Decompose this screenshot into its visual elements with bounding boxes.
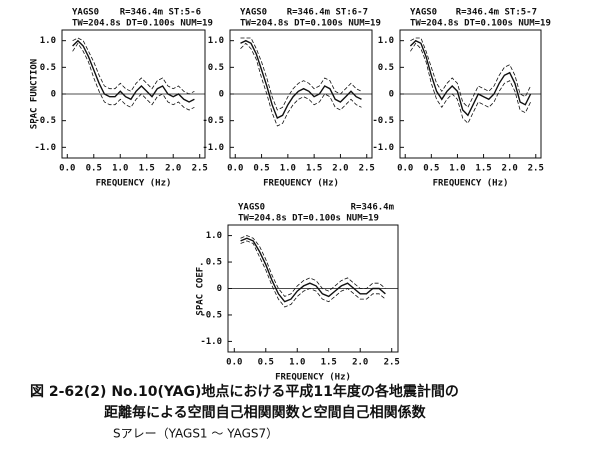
chart-subtitle: R=346.4m ST:6-7 — [287, 8, 368, 18]
x-tick-label: 2.0 — [165, 164, 181, 174]
x-tick-label: 2.0 — [502, 164, 518, 174]
x-tick-label: 1.0 — [280, 164, 296, 174]
y-tick-label: 0.5 — [208, 63, 224, 73]
y-tick-label: 1.0 — [208, 36, 224, 46]
chart-annotation: TW=204.8s DT=0.100s NUM=19 — [240, 19, 381, 29]
x-tick-label: 1.5 — [139, 164, 155, 174]
chart-annotation: TW=204.8s DT=0.100s NUM=19 — [72, 19, 213, 29]
y-tick-label: 0.5 — [378, 63, 394, 73]
y-tick-label: 0.5 — [40, 63, 56, 73]
y-tick-label: 0 — [51, 90, 56, 100]
y-tick-label: 0 — [219, 90, 224, 100]
chart-title: YAGS0 — [240, 8, 267, 18]
x-tick-label: 1.0 — [449, 164, 465, 174]
x-tick-label: 0.0 — [226, 358, 242, 368]
y-tick-label: -0.5 — [34, 116, 56, 126]
y-tick-label: 0.5 — [206, 258, 222, 268]
chart-subtitle: R=346.4m ST:5-6 — [120, 8, 201, 18]
spac-line — [72, 39, 195, 103]
x-tick-label: 0.5 — [253, 164, 269, 174]
x-tick-label: 1.5 — [321, 358, 337, 368]
y-tick-label: 0 — [389, 90, 394, 100]
x-tick-label: 1.5 — [306, 164, 322, 174]
y-tick-label: -1.0 — [202, 143, 224, 153]
chart-title: YAGS0 — [72, 8, 99, 18]
y-tick-label: -1.0 — [372, 143, 394, 153]
x-tick-label: 2.5 — [192, 164, 208, 174]
caption-line: 距離毎による空間自己相関関数と空間自己相関係数 — [104, 404, 427, 421]
x-tick-label: 1.0 — [112, 164, 128, 174]
chart-title: YAGS0 — [238, 203, 265, 213]
chart-annotation: TW=204.8s DT=0.100s NUM=19 — [238, 214, 379, 224]
x-tick-label: 2.0 — [332, 164, 348, 174]
y-tick-label: 0 — [217, 284, 222, 294]
spac-line — [409, 39, 532, 117]
x-tick-label: 2.0 — [352, 358, 368, 368]
x-tick-label: 2.5 — [359, 164, 375, 174]
x-tick-label: 1.0 — [289, 358, 305, 368]
y-tick-label: -0.5 — [202, 116, 224, 126]
error-bound-line — [240, 42, 362, 127]
y-axis-label: SPAC FUNCTION — [30, 59, 40, 129]
y-tick-label: 1.0 — [206, 231, 222, 241]
y-axis-label: SPAC COEF. — [196, 261, 206, 315]
y-tick-label: -1.0 — [200, 337, 222, 347]
x-tick-label: 0.0 — [227, 164, 243, 174]
y-tick-label: -1.0 — [34, 143, 56, 153]
x-tick-label: 1.5 — [475, 164, 491, 174]
x-tick-label: 2.5 — [384, 358, 400, 368]
caption-line: Sアレー（YAGS1 ～ YAGS7） — [113, 427, 278, 441]
y-tick-label: -0.5 — [200, 310, 222, 320]
y-tick-label: 1.0 — [40, 36, 56, 46]
chart-subtitle: R=346.4m ST:5-7 — [456, 8, 537, 18]
x-tick-label: 0.5 — [258, 358, 274, 368]
x-tick-label: 2.5 — [528, 164, 544, 174]
y-tick-label: -0.5 — [372, 116, 394, 126]
error-bound-line — [410, 37, 531, 108]
x-tick-label: 0.5 — [423, 164, 439, 174]
caption-line: 図 2-62(2) No.10(YAG)地点における平成11年度の各地震計間の — [30, 383, 459, 400]
error-bound-line — [72, 42, 195, 111]
spac-line — [240, 237, 386, 303]
error-bound-line — [410, 42, 531, 124]
x-tick-label: 0.0 — [397, 164, 413, 174]
y-tick-label: 1.0 — [378, 36, 394, 46]
chart-annotation: TW=204.8s DT=0.100s NUM=19 — [410, 19, 551, 29]
chart-subtitle: R=346.4m — [351, 203, 395, 213]
x-axis-label: FREQUENCY (Hz) — [433, 179, 509, 189]
x-tick-label: 0.5 — [86, 164, 102, 174]
error-bound-line — [240, 37, 362, 111]
x-axis-label: FREQUENCY (Hz) — [96, 179, 172, 189]
x-axis-label: FREQUENCY (Hz) — [275, 373, 351, 383]
error-bound-line — [240, 235, 386, 297]
error-bound-line — [72, 37, 195, 95]
x-axis-label: FREQUENCY (Hz) — [263, 179, 339, 189]
chart-title: YAGS0 — [410, 8, 437, 18]
x-tick-label: 0.0 — [59, 164, 75, 174]
spac-line — [240, 39, 362, 119]
error-bound-line — [240, 240, 386, 308]
